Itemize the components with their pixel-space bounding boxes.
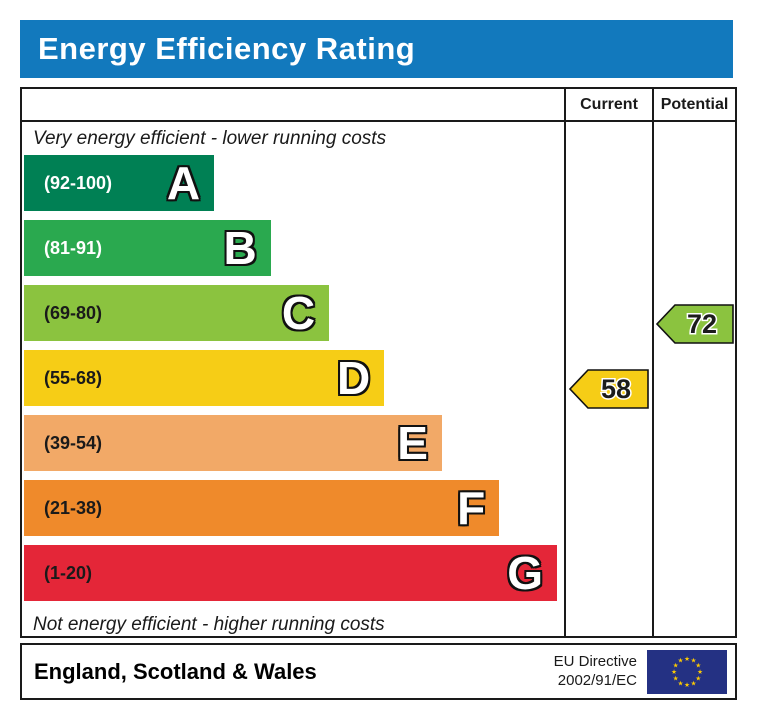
top-caption: Very energy efficient - lower running co…	[33, 127, 387, 149]
band-c-letter: C	[281, 287, 316, 339]
band-row-e: (39-54) E	[24, 415, 564, 480]
band-row-g: (1-20) G	[24, 545, 564, 610]
eu-star-icon: ★	[695, 674, 701, 682]
band-g: (1-20) G	[24, 545, 557, 601]
current-arrow: 58	[569, 369, 649, 409]
band-e-range-label: (39-54)	[44, 432, 103, 453]
eu-star-icon: ★	[671, 668, 677, 676]
eu-star-icon: ★	[691, 679, 697, 687]
region-label: England, Scotland & Wales	[34, 658, 317, 684]
potential-column: Potential 72	[652, 89, 735, 636]
band-g-range-label: (1-20)	[44, 562, 93, 583]
band-a-range-label: (92-100)	[44, 172, 113, 193]
current-column: Current 58	[564, 89, 652, 636]
current-rating-value: 58	[601, 374, 631, 404]
band-d-letter: D	[336, 352, 371, 404]
band-a: (92-100) A	[24, 155, 215, 211]
potential-arrow-shape	[655, 304, 734, 344]
band-row-f: (21-38) F	[24, 480, 564, 545]
eu-directive-line2: 2002/91/EC	[557, 671, 637, 689]
eu-star-icon: ★	[673, 674, 679, 682]
band-b: (81-91) B	[24, 220, 271, 276]
eu-star-icon: ★	[691, 656, 697, 664]
band-row-b: (81-91) B	[24, 220, 564, 285]
band-f-letter: F	[457, 482, 486, 534]
current-column-header: Current	[580, 95, 638, 113]
footer-bar: England, Scotland & Wales EU Directive 2…	[20, 643, 737, 700]
band-b-range-label: (81-91)	[44, 237, 103, 258]
band-row-a: (92-100) A	[24, 155, 564, 220]
band-b-letter: B	[223, 222, 257, 274]
eu-star-icon: ★	[684, 655, 690, 663]
band-g-letter: G	[507, 547, 543, 599]
band-c-range-label: (69-80)	[44, 302, 103, 323]
band-f: (21-38) F	[24, 480, 500, 536]
page-title: Energy Efficiency Rating	[38, 31, 416, 66]
band-f-range-label: (21-38)	[44, 497, 103, 518]
band-e: (39-54) E	[24, 415, 442, 471]
band-e-letter: E	[397, 417, 428, 469]
potential-rating-value: 72	[686, 309, 716, 339]
eu-directive-line1: EU Directive	[553, 652, 637, 670]
eu-star-icon: ★	[678, 656, 684, 664]
rating-table: Very energy efficient - lower running co…	[20, 87, 737, 638]
eu-star-icon: ★	[695, 661, 701, 669]
bottom-caption: Not energy efficient - higher running co…	[33, 614, 385, 635]
chart-area: Very energy efficient - lower running co…	[24, 122, 564, 636]
eu-star-icon: ★	[673, 661, 679, 669]
eu-flag-icon: ★ ★ ★ ★ ★ ★ ★ ★ ★ ★ ★ ★	[647, 649, 727, 694]
potential-arrow: 72	[655, 304, 734, 344]
band-row-c: (69-80) C	[24, 285, 564, 350]
eu-flag-field	[647, 649, 727, 694]
band-d-range-label: (55-68)	[44, 367, 103, 388]
table-header-row	[22, 89, 735, 122]
eu-star-icon: ★	[678, 679, 684, 687]
band-row-d: (55-68) D	[24, 350, 564, 415]
band-d: (55-68) D	[24, 350, 385, 406]
eu-star-icon: ★	[697, 668, 703, 676]
potential-column-header: Potential	[660, 95, 729, 113]
band-a-letter: A	[166, 157, 201, 209]
eu-star-icon: ★	[684, 681, 690, 689]
eu-directive-label: EU Directive 2002/91/EC	[554, 653, 637, 691]
band-c: (69-80) C	[24, 285, 330, 341]
title-bar: Energy Efficiency Rating	[20, 20, 733, 78]
current-arrow-shape	[569, 369, 649, 409]
